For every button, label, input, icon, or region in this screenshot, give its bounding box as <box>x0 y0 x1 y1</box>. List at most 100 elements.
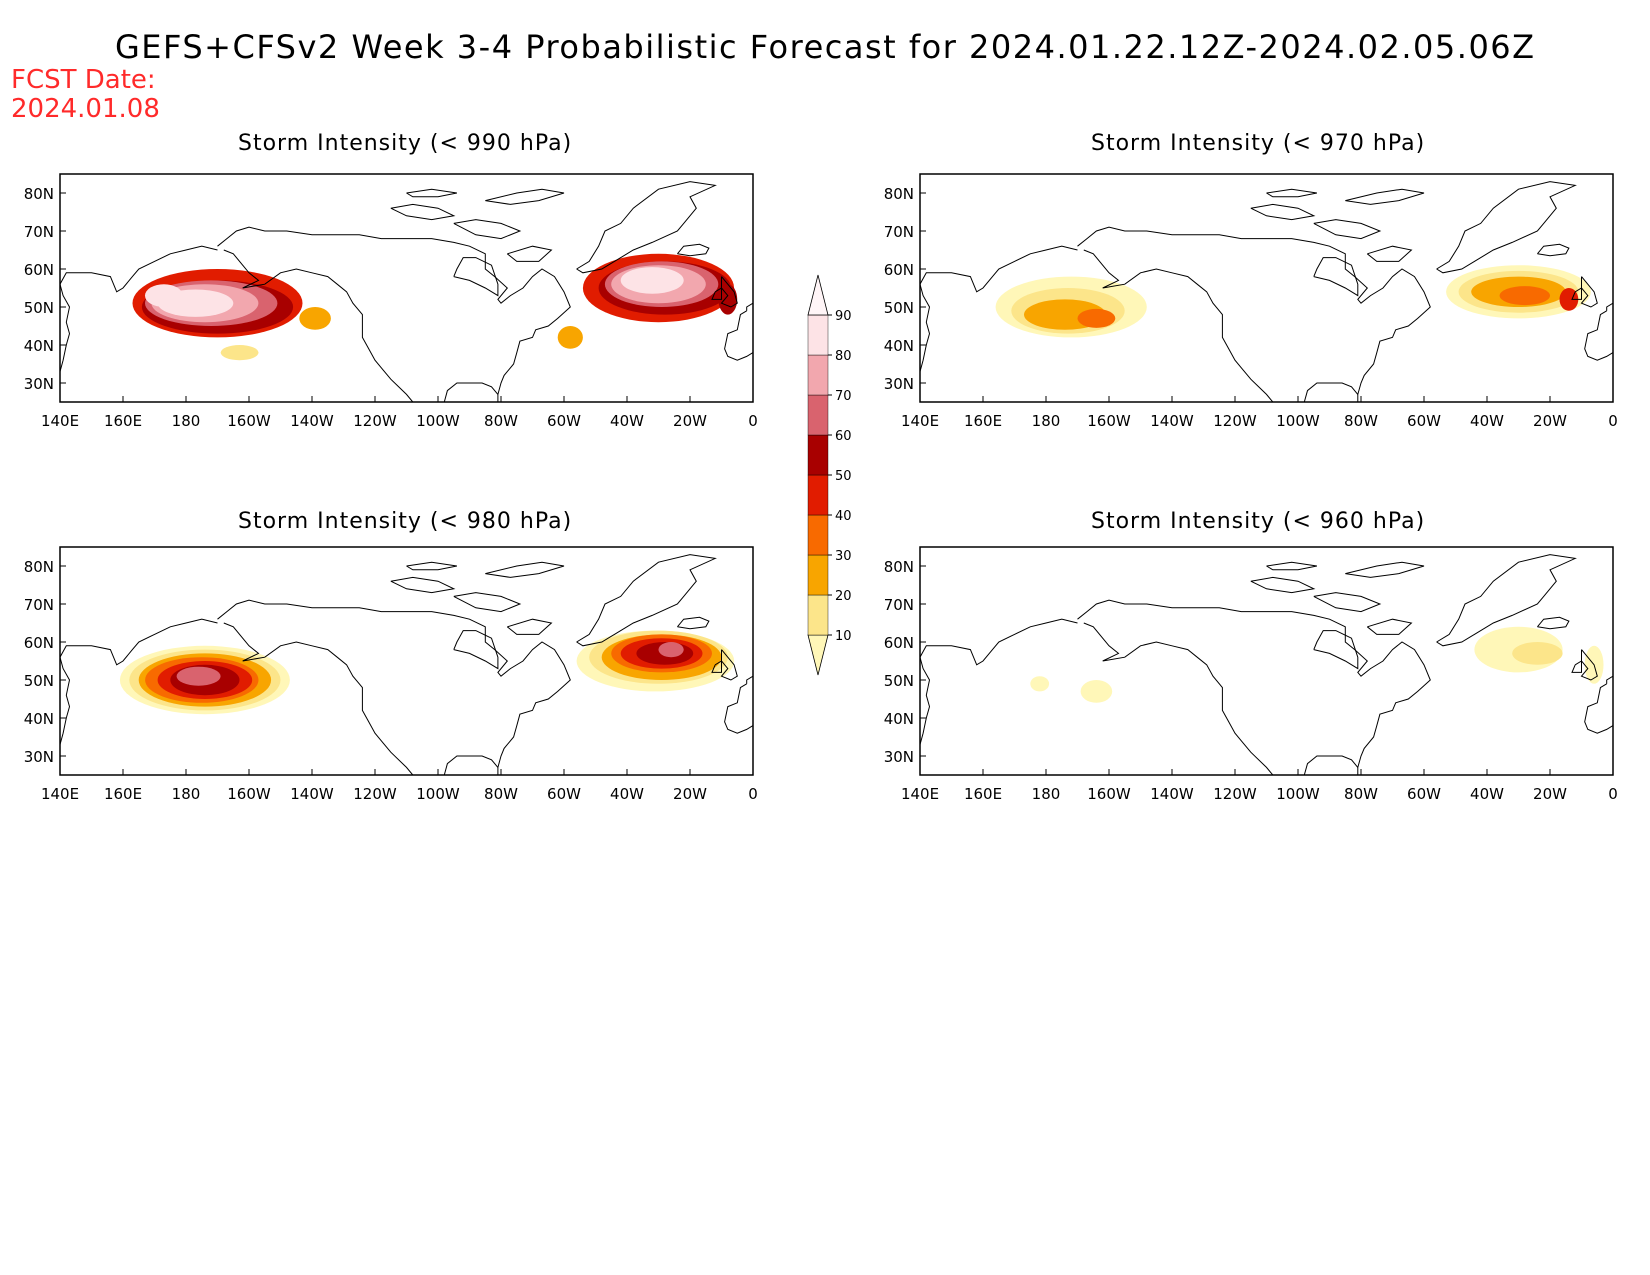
coastline <box>1571 660 1582 673</box>
lat-tick-label: 50N <box>884 672 914 690</box>
lon-tick-label: 120W <box>353 412 397 430</box>
lon-tick-label: 20W <box>673 412 707 430</box>
lon-tick-label: 40W <box>610 412 644 430</box>
probability-contour <box>1499 286 1551 306</box>
lon-tick-label: 20W <box>673 785 707 803</box>
probability-contour <box>718 284 738 315</box>
panel-title-980: Storm Intensity (< 980 hPa) <box>238 509 573 534</box>
coastline <box>453 219 522 240</box>
colorbar-tick-label: 20 <box>835 589 852 604</box>
coastline <box>485 561 565 578</box>
coastline <box>390 576 456 594</box>
lon-tick-label: 140W <box>1150 412 1194 430</box>
coastline <box>720 276 738 308</box>
lat-tick-label: 30N <box>24 748 54 766</box>
coastline <box>920 618 1078 745</box>
lat-tick-label: 40N <box>24 710 54 728</box>
coastline <box>576 554 717 647</box>
colorbar-tick-label: 70 <box>835 389 852 404</box>
lat-tick-label: 80N <box>24 185 54 203</box>
lat-tick-label: 70N <box>884 596 914 614</box>
coastline <box>406 561 457 571</box>
lon-tick-label: 80W <box>1344 785 1378 803</box>
coastline <box>453 630 499 670</box>
panel-title-990: Storm Intensity (< 990 hPa) <box>238 131 573 156</box>
coastline <box>217 599 571 775</box>
lat-tick-label: 60N <box>884 261 914 279</box>
lon-tick-label: 80W <box>484 412 518 430</box>
lon-tick-label: 160W <box>227 785 271 803</box>
coastline <box>223 249 414 402</box>
lat-tick-label: 40N <box>884 710 914 728</box>
coastline <box>711 287 722 300</box>
colorbar-segment <box>807 434 829 476</box>
lat-tick-label: 70N <box>24 223 54 241</box>
colorbar-segment <box>807 514 829 556</box>
coastline <box>1313 219 1382 240</box>
coastline <box>1366 245 1413 262</box>
colorbar: 10 20 30 40 50 60 70 80 90 <box>807 274 852 676</box>
lon-tick-label: 140W <box>290 412 334 430</box>
coastline <box>677 243 710 257</box>
page-title: GEFS+CFSv2 Week 3-4 Probabilistic Foreca… <box>115 28 1536 66</box>
lon-tick-label: 140E <box>901 412 939 430</box>
lat-tick-label: 80N <box>884 185 914 203</box>
coastline <box>746 675 753 684</box>
lat-tick-label: 80N <box>884 558 914 576</box>
coastline <box>485 188 565 205</box>
lat-tick-label: 30N <box>884 375 914 393</box>
lon-tick-label: 180 <box>172 785 201 803</box>
coastline <box>1584 683 1613 734</box>
coastline <box>1303 382 1359 402</box>
coastline <box>223 622 414 775</box>
forecast-date-value: 2024.01.08 <box>11 94 160 124</box>
lon-tick-label: 120W <box>353 785 397 803</box>
coastline <box>677 616 710 630</box>
colorbar-tick-label: 50 <box>835 469 852 484</box>
colorbar-segment <box>807 474 829 516</box>
forecast-date-label: FCST Date: <box>11 65 156 95</box>
lon-tick-label: 60W <box>547 412 581 430</box>
probability-contour <box>145 284 183 307</box>
coastline <box>443 755 499 775</box>
lon-tick-label: 100W <box>1276 785 1320 803</box>
colorbar-segment <box>807 594 829 636</box>
probability-contour <box>1030 676 1050 692</box>
coastline <box>1537 243 1570 257</box>
lat-tick-label: 70N <box>24 596 54 614</box>
lat-tick-label: 50N <box>24 299 54 317</box>
lon-tick-label: 60W <box>547 785 581 803</box>
lon-tick-label: 160W <box>1087 785 1131 803</box>
coastline <box>1580 276 1598 308</box>
panel-title-960: Storm Intensity (< 960 hPa) <box>1091 509 1426 534</box>
colorbar-tick-label: 30 <box>835 549 852 564</box>
coastline <box>920 245 1078 372</box>
coastline <box>1083 622 1274 775</box>
lon-tick-label: 180 <box>172 412 201 430</box>
lon-tick-label: 160E <box>104 785 142 803</box>
coastline <box>1345 561 1425 578</box>
lon-tick-label: 40W <box>1470 785 1504 803</box>
colorbar-segment <box>807 394 829 436</box>
coastline <box>60 245 218 372</box>
lon-tick-label: 0 <box>748 785 758 803</box>
lon-tick-label: 100W <box>416 412 460 430</box>
coastline <box>724 310 753 361</box>
probability-contour <box>1080 680 1113 703</box>
lon-tick-label: 120W <box>1213 785 1257 803</box>
lon-tick-label: 100W <box>1276 412 1320 430</box>
coastline <box>1571 287 1582 300</box>
lon-tick-label: 180 <box>1032 785 1061 803</box>
colorbar-tick-label: 80 <box>835 349 852 364</box>
coastline <box>711 660 722 673</box>
colorbar-tick-label: 60 <box>835 429 852 444</box>
coastline <box>1313 257 1359 297</box>
map-frame <box>919 546 1614 776</box>
probability-contour <box>557 326 583 349</box>
lon-tick-label: 80W <box>484 785 518 803</box>
coastline <box>1436 181 1577 274</box>
lon-tick-label: 140E <box>901 785 939 803</box>
lon-tick-label: 0 <box>1608 785 1618 803</box>
coastline <box>1303 755 1359 775</box>
